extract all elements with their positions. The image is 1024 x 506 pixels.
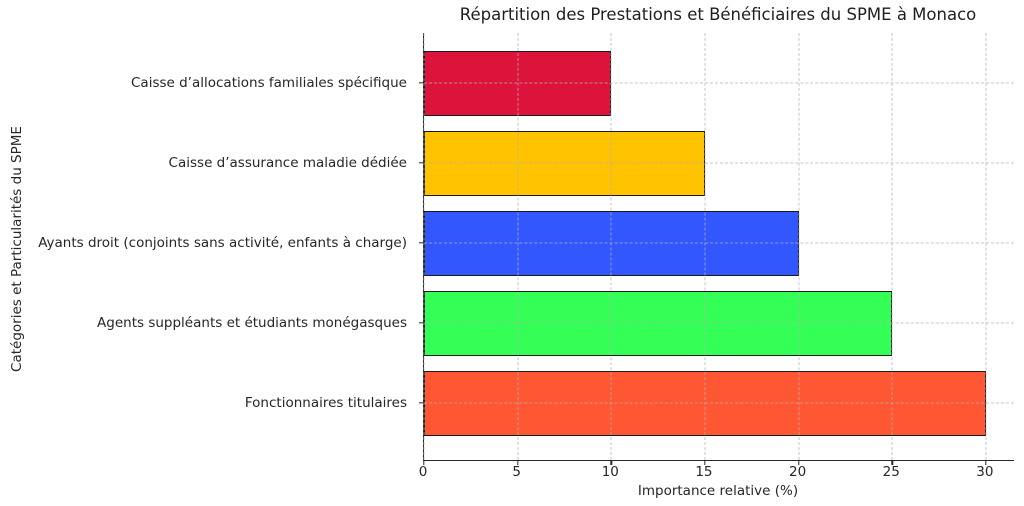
horizontal-gridline-1 bbox=[424, 162, 1014, 164]
vertical-gridline-10 bbox=[610, 33, 612, 460]
x-tick-label-10: 10 bbox=[601, 464, 619, 480]
x-tick-label-5: 5 bbox=[512, 464, 521, 480]
vertical-gridline-5 bbox=[517, 33, 519, 460]
y-tick-mark-1 bbox=[419, 162, 424, 164]
y-tick-mark-2 bbox=[419, 242, 424, 244]
vertical-gridline-0 bbox=[423, 33, 425, 460]
horizontal-gridline-4 bbox=[424, 402, 1014, 404]
x-tick-mark-30 bbox=[985, 460, 987, 465]
category-label-1: Caisse d’assurance maladie dédiée bbox=[168, 155, 407, 171]
y-tick-mark-3 bbox=[419, 322, 424, 324]
x-tick-mark-5 bbox=[516, 460, 519, 465]
category-label-4: Fonctionnaires titulaires bbox=[244, 395, 407, 411]
y-axis-category-labels: Caisse d’allocations familiales spécifiq… bbox=[0, 33, 415, 460]
x-tick-mark-10 bbox=[610, 460, 612, 465]
x-axis-label: Importance relative (%) bbox=[637, 483, 799, 499]
vertical-gridline-15 bbox=[704, 33, 706, 460]
x-axis-tick-labels: 0 5 10 15 20 25 30 bbox=[419, 464, 1013, 482]
vertical-gridline-20 bbox=[798, 33, 800, 460]
x-tick-label-15: 15 bbox=[695, 464, 713, 480]
horizontal-gridline-2 bbox=[424, 242, 1014, 244]
category-label-2: Ayants droit (conjoints sans activité, e… bbox=[38, 235, 407, 251]
category-label-0: Caisse d’allocations familiales spécifiq… bbox=[131, 75, 407, 91]
y-tick-mark-0 bbox=[419, 82, 424, 84]
x-tick-label-0: 0 bbox=[418, 464, 428, 480]
vertical-gridline-25 bbox=[891, 33, 893, 460]
horizontal-gridline-3 bbox=[424, 322, 1014, 324]
x-tick-mark-15 bbox=[704, 460, 706, 465]
x-tick-label-25: 25 bbox=[882, 464, 900, 480]
plot-area bbox=[419, 33, 1014, 465]
x-tick-mark-0 bbox=[423, 460, 425, 465]
x-tick-mark-20 bbox=[797, 460, 800, 465]
vertical-gridline-30 bbox=[985, 33, 987, 460]
category-label-3: Agents suppléants et étudiants monégasqu… bbox=[97, 315, 407, 331]
x-tick-mark-25 bbox=[891, 460, 893, 465]
x-tick-label-20: 20 bbox=[789, 464, 807, 480]
y-tick-mark-4 bbox=[419, 402, 424, 404]
horizontal-gridline-0 bbox=[424, 82, 1014, 84]
chart-title: Répartition des Prestations et Bénéficia… bbox=[459, 5, 977, 24]
x-tick-label-30: 30 bbox=[976, 464, 994, 480]
